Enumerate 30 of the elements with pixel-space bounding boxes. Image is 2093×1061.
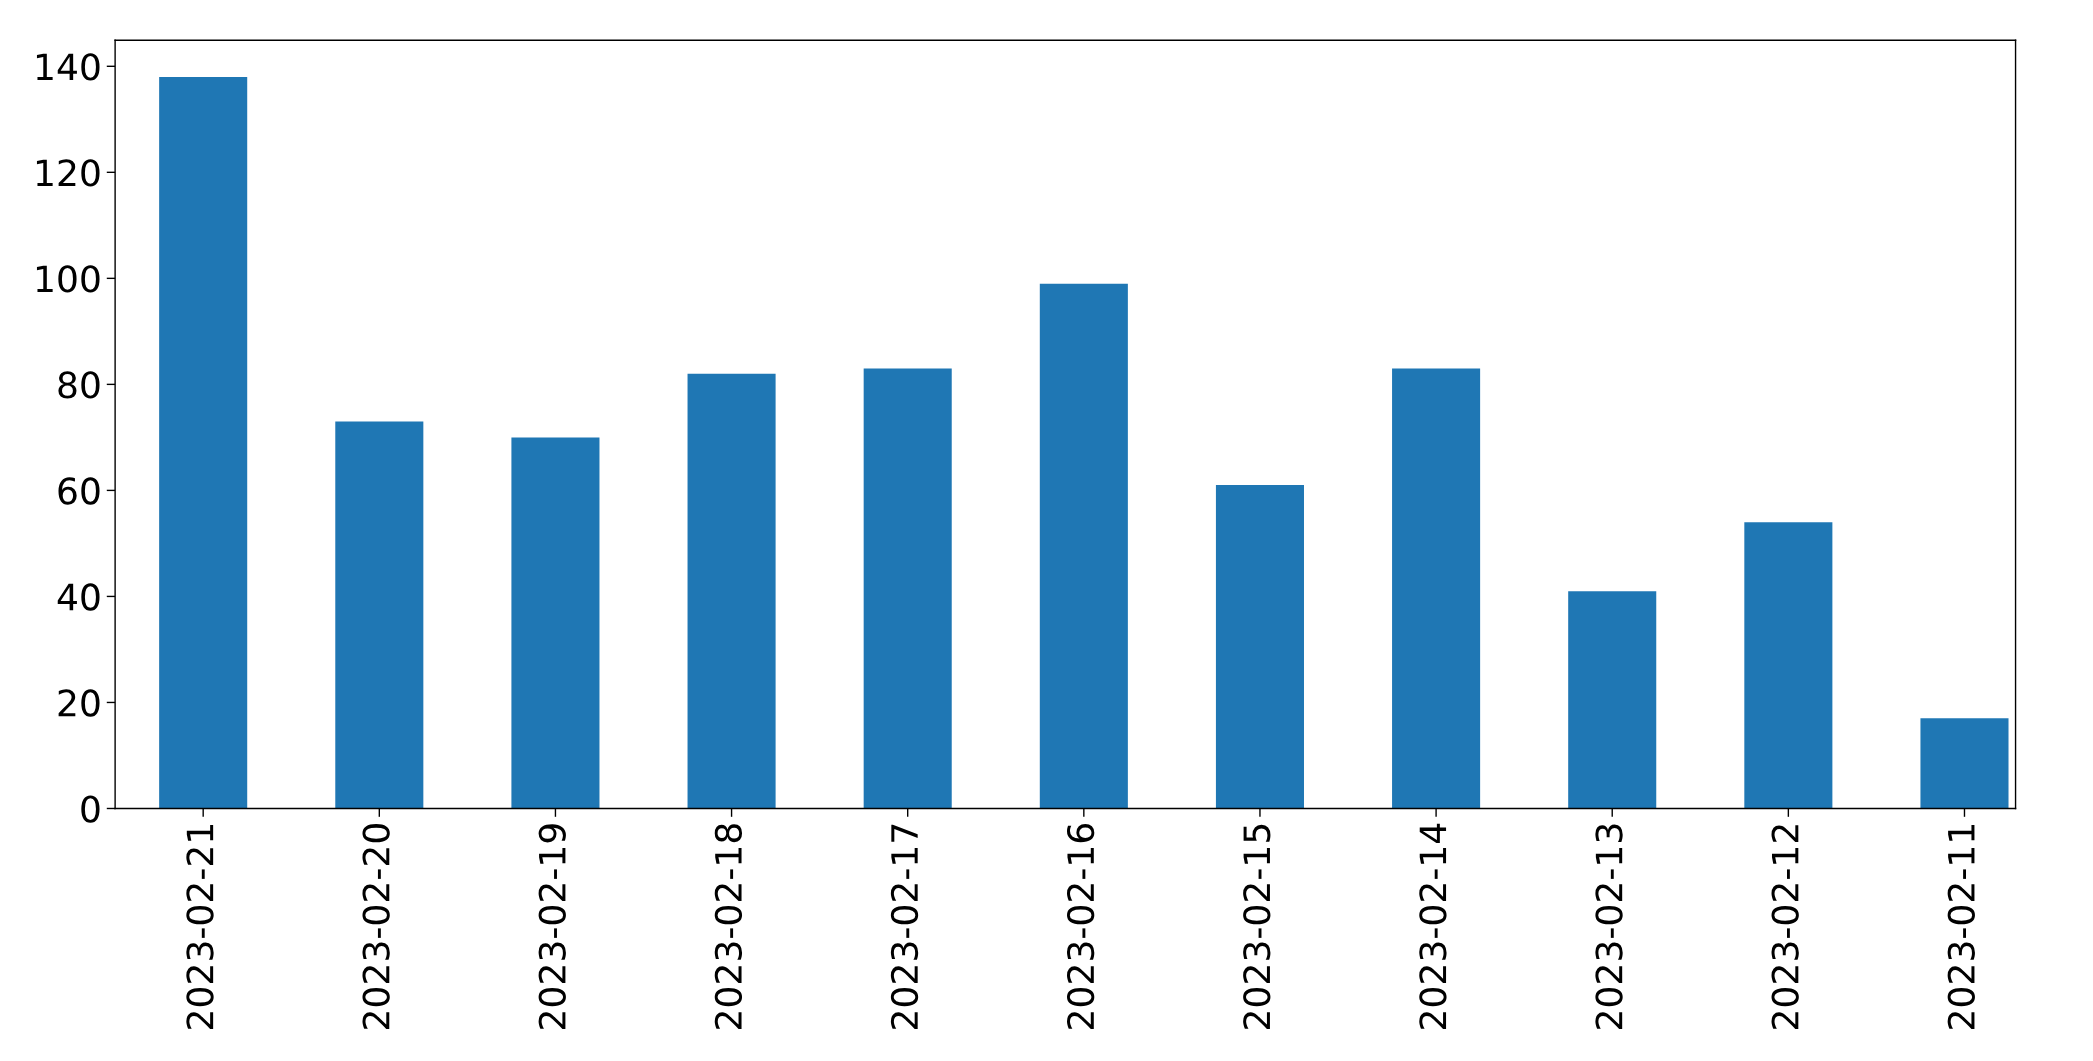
bar: [863, 368, 952, 809]
bar: [1392, 368, 1481, 809]
x-tick-label: 2023-02-17: [890, 824, 919, 1029]
x-tick-label: 2023-02-16: [1066, 823, 1095, 1029]
x-tick-label: 2023-02-11: [1947, 825, 1975, 1029]
bar: [335, 421, 424, 809]
y-tick-label: 80: [58, 371, 100, 399]
x-tick-label: 2023-02-18: [714, 824, 743, 1029]
x-tick-label: 2023-02-14: [1419, 823, 1447, 1029]
y-tick-label: 120: [36, 159, 100, 187]
x-tick-label: 2023-02-15: [1243, 824, 1271, 1029]
bar: [1568, 591, 1657, 809]
x-tick-label: 2023-02-20: [362, 824, 390, 1029]
x-tick-label: 2023-02-12: [1771, 825, 1799, 1029]
bar: [687, 373, 776, 809]
x-tick-label: 2023-02-19: [538, 824, 566, 1029]
y-tick-label: 40: [57, 583, 100, 611]
bar: [1920, 718, 2009, 809]
bar: [159, 76, 248, 809]
bar: [1039, 283, 1128, 809]
x-tick-label: 2023-02-21: [186, 825, 214, 1029]
y-tick-label: 140: [36, 53, 100, 81]
y-tick-label: 100: [36, 265, 100, 293]
bar: [1744, 522, 1833, 809]
y-tick-label: 0: [81, 795, 100, 823]
y-tick-label: 60: [58, 477, 100, 505]
y-tick-label: 20: [58, 689, 100, 717]
bar: [1215, 485, 1304, 809]
bar: [511, 437, 600, 809]
x-tick-label: 2023-02-13: [1595, 824, 1623, 1029]
